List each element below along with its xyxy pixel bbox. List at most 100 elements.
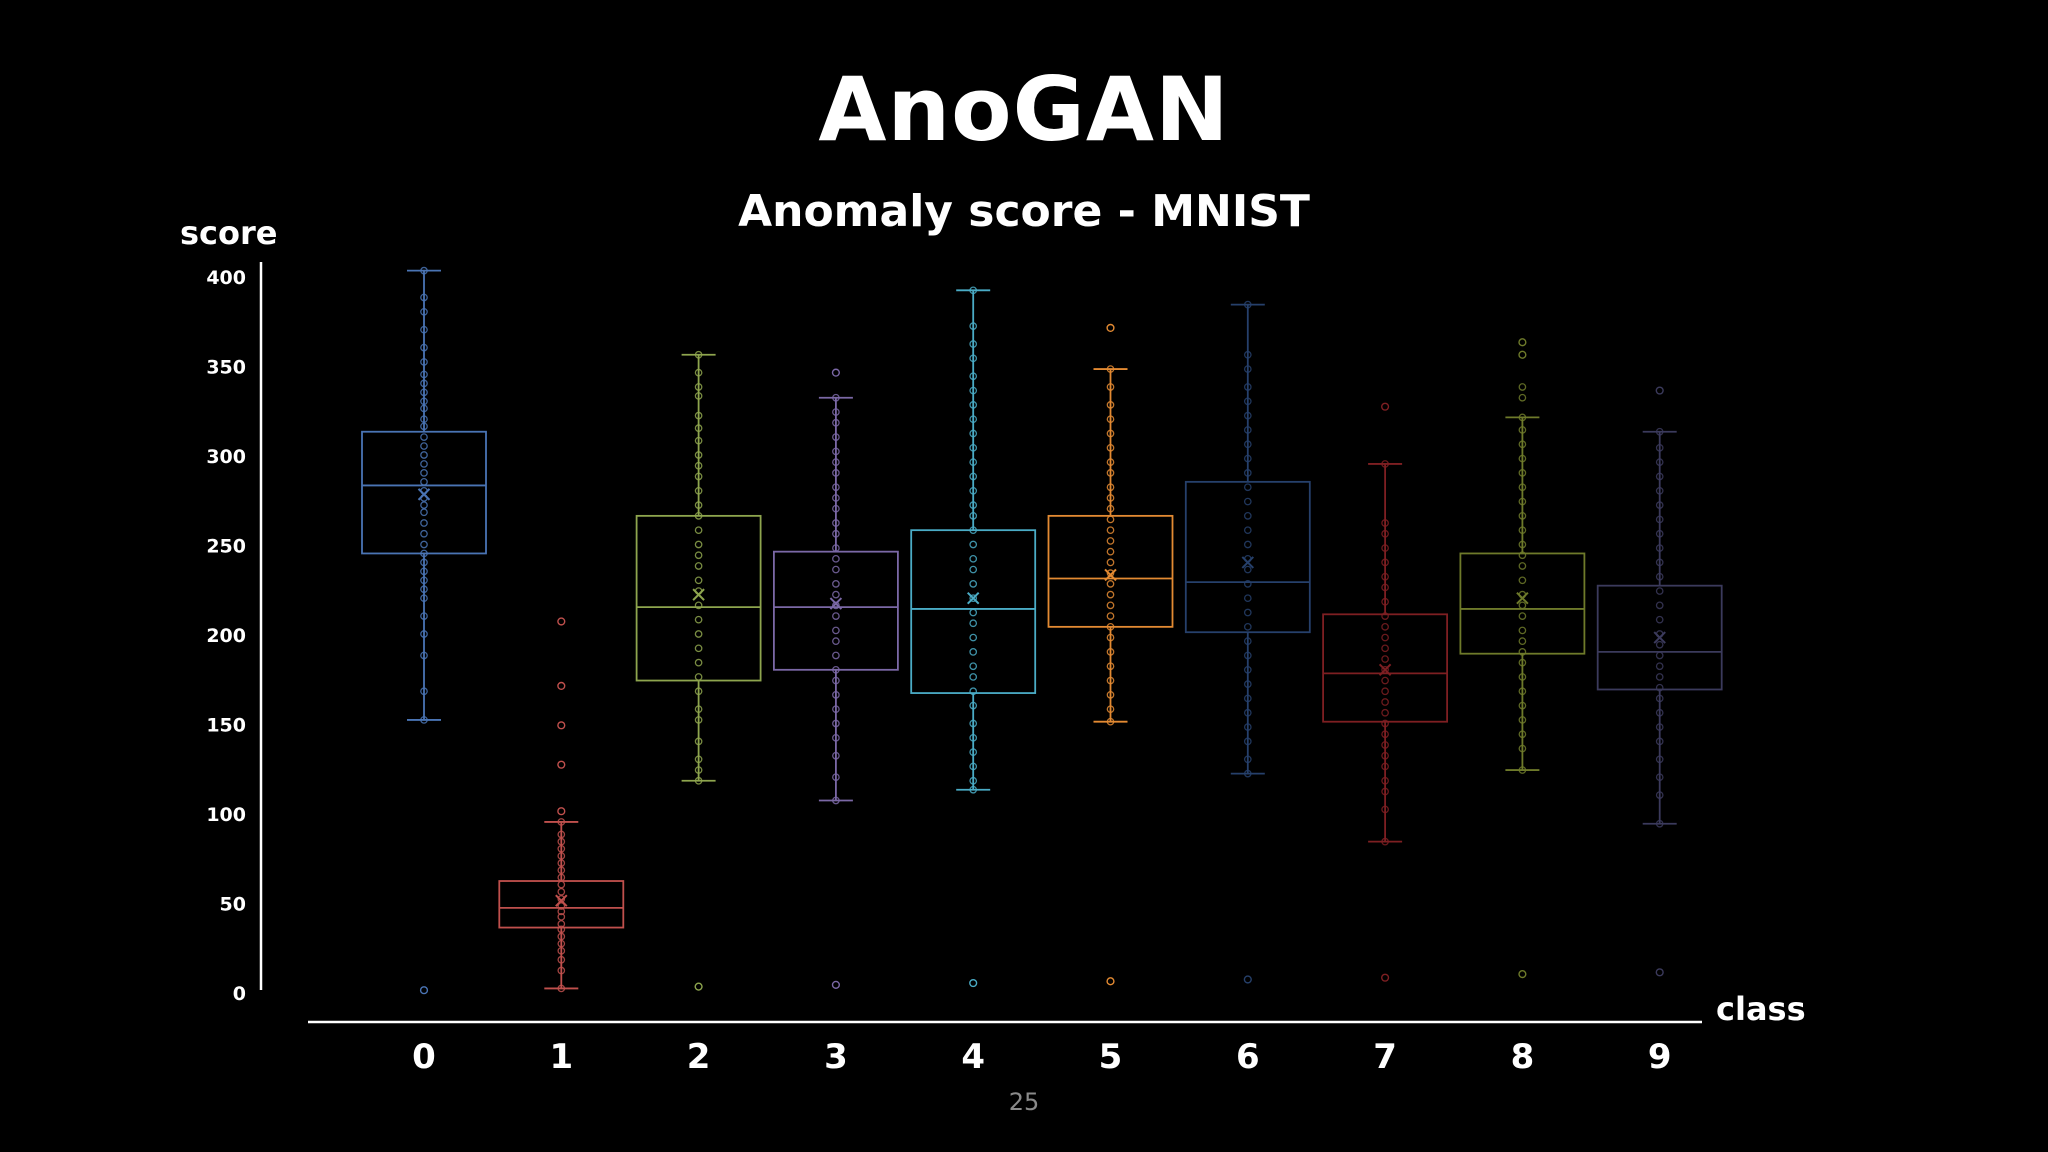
data-point: [420, 442, 428, 450]
data-point: [694, 526, 703, 535]
data-point: [969, 429, 978, 438]
data-point: [832, 751, 840, 760]
data-point: [1243, 769, 1252, 778]
data-point: [1381, 460, 1389, 468]
data-point: [1518, 497, 1527, 506]
x-tick-label: 7: [1373, 1037, 1397, 1077]
data-point: [694, 350, 703, 359]
box-iqr: [1459, 552, 1586, 655]
data-point: [1655, 572, 1664, 581]
x-axis-label: class: [1716, 990, 1806, 1028]
data-point: [1243, 694, 1252, 703]
data-point: [1106, 590, 1115, 599]
data-point: [557, 907, 566, 916]
outlier-point: [1518, 338, 1527, 347]
data-point: [1243, 622, 1252, 631]
data-point: [832, 393, 840, 402]
data-point: [1381, 676, 1389, 685]
data-point: [1106, 443, 1115, 452]
y-tick-label: 50: [220, 894, 246, 916]
y-tick-label: 250: [206, 536, 246, 558]
data-point: [557, 844, 566, 853]
data-point: [969, 415, 978, 424]
data-point: [420, 501, 428, 509]
data-point: [694, 551, 703, 560]
data-point: [1106, 612, 1115, 620]
data-point: [557, 873, 566, 882]
data-point: [1381, 633, 1389, 642]
data-point: [1655, 737, 1664, 746]
data-point: [420, 630, 428, 638]
data-point: [832, 469, 840, 477]
data-point: [1518, 626, 1527, 635]
data-point: [1106, 580, 1115, 588]
box-iqr: [1184, 480, 1311, 634]
data-point: [1243, 594, 1252, 603]
data-point: [1518, 576, 1527, 585]
data-point: [557, 859, 566, 867]
data-point: [969, 673, 978, 681]
chart-title: Anomaly score - MNIST: [738, 186, 1310, 237]
data-point: [832, 565, 840, 574]
outlier-point: [557, 760, 566, 769]
data-point: [1381, 776, 1389, 785]
data-point: [1106, 383, 1115, 391]
data-point: [1655, 529, 1664, 538]
data-point: [1518, 637, 1527, 646]
data-point: [557, 984, 566, 993]
data-point: [557, 932, 566, 941]
data-point: [1518, 687, 1527, 696]
x-tick-label: 3: [824, 1037, 848, 1077]
data-point: [694, 615, 703, 624]
data-point: [1106, 469, 1115, 477]
data-point: [694, 512, 703, 520]
data-point: [694, 776, 703, 785]
data-point: [1243, 651, 1252, 660]
data-point: [1518, 469, 1527, 477]
y-tick-label: 100: [206, 804, 246, 826]
outlier-point: [1518, 969, 1527, 979]
data-point: [1106, 622, 1115, 631]
data-point: [1655, 486, 1664, 495]
data-point: [694, 436, 703, 445]
data-point: [969, 633, 978, 642]
data-point: [1381, 529, 1389, 538]
data-point: [969, 472, 978, 481]
data-point: [1381, 622, 1389, 631]
data-point: [1243, 526, 1252, 535]
data-point: [1518, 673, 1527, 681]
data-point: [969, 458, 978, 467]
data-point: [420, 293, 428, 302]
data-point: [1518, 766, 1527, 774]
data-point: [694, 540, 703, 549]
data-point: [1106, 691, 1115, 699]
data-point: [1381, 730, 1389, 739]
data-point: [1243, 512, 1252, 520]
data-point: [969, 322, 978, 330]
data-point: [1381, 751, 1389, 760]
outlier-point: [1655, 968, 1664, 977]
data-point: [420, 358, 428, 366]
data-point: [1381, 837, 1389, 846]
data-point: [420, 404, 428, 413]
data-point: [969, 619, 978, 628]
data-point: [1655, 694, 1664, 703]
y-tick-label: 350: [206, 357, 246, 379]
data-point: [1518, 440, 1527, 449]
y-axis-label: score: [180, 214, 278, 252]
data-point: [557, 912, 566, 921]
x-tick-label: 0: [412, 1037, 436, 1077]
data-point: [1518, 730, 1527, 739]
data-point: [832, 719, 840, 728]
data-point: [1518, 483, 1527, 492]
data-point: [1381, 719, 1389, 728]
data-point: [694, 687, 703, 696]
data-point: [969, 354, 978, 363]
data-point: [420, 477, 428, 486]
data-point: [557, 939, 566, 948]
data-point: [557, 818, 566, 826]
data-point: [969, 701, 978, 710]
data-point: [832, 408, 840, 416]
data-point: [694, 737, 703, 746]
data-point: [969, 526, 978, 535]
